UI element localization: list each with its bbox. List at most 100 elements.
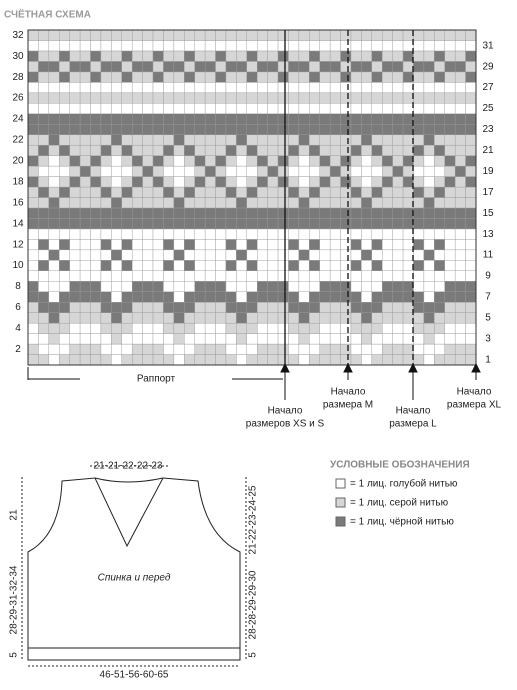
cell — [90, 92, 102, 104]
cell — [246, 228, 258, 240]
cell — [142, 92, 154, 104]
cell — [454, 239, 466, 251]
cell — [465, 239, 477, 251]
cell — [131, 301, 143, 313]
cell — [413, 50, 425, 62]
cell — [402, 218, 414, 230]
cell — [309, 186, 320, 198]
cell — [204, 260, 216, 271]
cell — [350, 50, 362, 62]
cell — [392, 291, 404, 303]
cell — [225, 260, 237, 271]
cell — [173, 186, 185, 198]
cell — [382, 281, 393, 292]
cell — [298, 333, 310, 345]
cell — [267, 82, 279, 94]
cell — [402, 40, 414, 52]
cell — [329, 92, 341, 104]
cell — [100, 197, 112, 209]
cell — [90, 71, 102, 83]
cell — [371, 301, 383, 313]
cell — [361, 197, 373, 209]
cell — [288, 29, 300, 41]
cell — [288, 291, 300, 303]
cell — [142, 113, 154, 125]
cell — [121, 270, 133, 282]
cell — [225, 218, 237, 230]
cell — [236, 165, 247, 177]
cell — [100, 354, 112, 366]
cell — [288, 218, 300, 230]
cell — [371, 176, 383, 188]
cell — [184, 176, 195, 188]
cell — [215, 50, 227, 62]
cell — [423, 312, 435, 324]
cell — [309, 270, 320, 282]
cell — [329, 134, 341, 146]
cell — [413, 29, 425, 41]
cell — [100, 218, 112, 230]
cell — [48, 61, 60, 73]
cell — [100, 165, 112, 177]
cell — [111, 113, 122, 125]
cell — [246, 29, 258, 41]
cell — [392, 218, 404, 230]
cell — [90, 61, 102, 73]
cell — [257, 291, 268, 303]
cell — [267, 155, 279, 167]
cell — [236, 176, 247, 188]
cell — [204, 176, 216, 188]
legend-item: = 1 лиц. серой нитью — [350, 498, 449, 509]
cell — [319, 239, 331, 251]
cell — [236, 281, 247, 292]
cell — [413, 312, 425, 324]
cell — [69, 124, 81, 135]
cell — [163, 176, 175, 188]
cell — [152, 218, 164, 230]
cell — [121, 322, 133, 334]
cell — [194, 165, 206, 177]
cell — [361, 239, 373, 251]
legend-swatch — [335, 516, 346, 527]
cell — [454, 144, 466, 156]
cell — [59, 322, 70, 334]
cell — [204, 82, 216, 94]
cell — [340, 50, 352, 62]
repeat-label: Раппорт — [137, 374, 176, 385]
cell — [392, 322, 404, 334]
cell — [131, 218, 143, 230]
cell — [163, 113, 175, 125]
cell — [90, 134, 102, 146]
cell — [361, 228, 373, 240]
cell — [423, 61, 435, 73]
cell — [444, 207, 456, 219]
cell — [59, 281, 70, 292]
cell — [309, 113, 320, 125]
cell — [184, 249, 195, 261]
cell — [257, 165, 268, 177]
cell — [236, 343, 247, 355]
cell — [371, 218, 383, 230]
cell — [236, 312, 247, 324]
cell — [350, 270, 362, 282]
cell — [413, 82, 425, 94]
cell — [38, 260, 50, 271]
cell — [319, 207, 331, 219]
cell — [131, 291, 143, 303]
cell — [131, 29, 143, 41]
cell — [402, 82, 414, 94]
cell — [329, 228, 341, 240]
cell — [27, 249, 39, 261]
cell — [236, 270, 247, 282]
cell — [111, 343, 122, 355]
cell — [100, 61, 112, 73]
cell — [204, 113, 216, 125]
cell — [184, 301, 195, 313]
cell — [444, 260, 456, 271]
cell — [142, 103, 154, 114]
cell — [434, 239, 445, 251]
cell — [454, 207, 466, 219]
cell — [27, 29, 39, 41]
cell — [194, 124, 206, 135]
cell — [392, 61, 404, 73]
